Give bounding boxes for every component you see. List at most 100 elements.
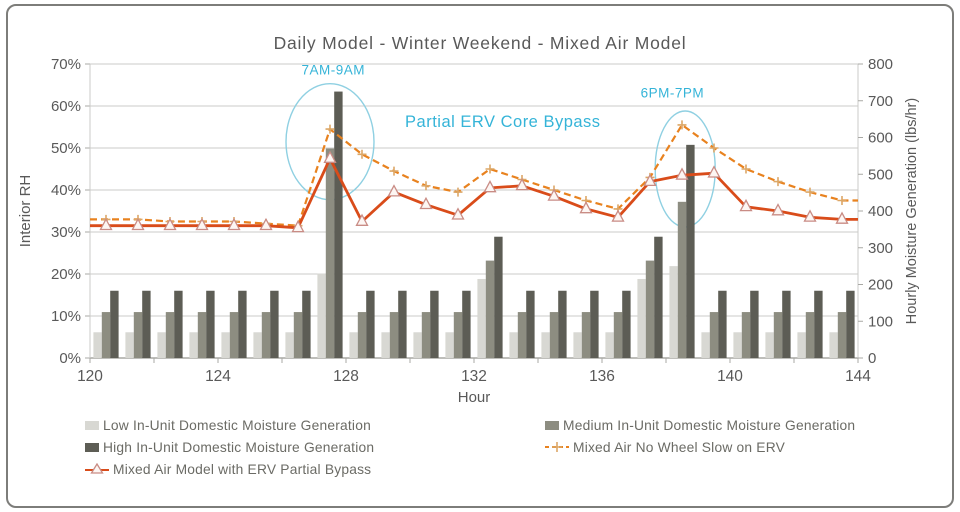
triangle-marker — [195, 217, 209, 231]
plus-marker — [357, 149, 367, 159]
x-axis-tick-label: 132 — [461, 368, 487, 385]
bar-medium-hour-126 — [293, 312, 303, 358]
legend-label-medium: Medium In-Unit Domestic Moisture Generat… — [563, 417, 856, 433]
annotation-text-0: 7AM-9AM — [301, 63, 365, 78]
bar-low-hour-139 — [701, 332, 710, 358]
bar-high-hour-138 — [686, 144, 695, 358]
triangle-marker — [387, 184, 401, 197]
bar-low-hour-133 — [509, 332, 518, 358]
plus-marker — [325, 124, 335, 134]
bar-medium-hour-136 — [613, 312, 623, 358]
combo-chart-plot-area: 0% 10% 20% 30% 40% 50% 60% 70% 0 100 200 300 400 500 6… — [17, 56, 920, 406]
bar-medium-hour-127 — [325, 148, 335, 358]
bar-low-hour-134 — [541, 332, 550, 358]
left-axis-tick-label: 10% — [51, 308, 81, 325]
right-axis-tick-label: 600 — [868, 130, 893, 147]
bar-medium-hour-134 — [549, 312, 559, 358]
bar-low-hour-127 — [317, 273, 326, 358]
triangle-marker — [227, 217, 241, 231]
bar-low-hour-121 — [125, 332, 134, 358]
legend-item-low: Low In-Unit Domestic Moisture Generation — [85, 414, 374, 436]
plus-marker — [773, 177, 783, 187]
bar-low-hour-135 — [573, 332, 582, 358]
legend-label-nowheel: Mixed Air No Wheel Slow on ERV — [573, 439, 786, 455]
bar-high-hour-120 — [110, 290, 119, 358]
triangle-marker — [419, 196, 433, 210]
triangle-marker — [771, 203, 785, 216]
triangle-marker — [803, 209, 817, 222]
medium-bar-swatch-icon — [545, 420, 559, 430]
bar-high-hour-141 — [782, 290, 791, 358]
legend-column-1: Low In-Unit Domestic Moisture Generation… — [85, 414, 374, 480]
triangle-marker — [451, 207, 465, 220]
bar-high-hour-124 — [238, 290, 247, 358]
bar-low-hour-130 — [413, 332, 422, 358]
bar-medium-hour-129 — [389, 312, 399, 358]
bar-medium-hour-121 — [133, 312, 143, 358]
plus-marker — [709, 143, 719, 153]
right-axis-tick-label: 300 — [868, 240, 893, 257]
bar-high-hour-121 — [142, 290, 151, 358]
bar-low-hour-129 — [381, 332, 390, 358]
bar-high-hour-142 — [814, 290, 823, 358]
bar-high-hour-131 — [462, 290, 471, 358]
legend-label-low: Low In-Unit Domestic Moisture Generation — [103, 417, 371, 433]
x-axis-tick-label: 128 — [333, 368, 359, 385]
bar-medium-hour-141 — [773, 312, 783, 358]
plus-marker — [837, 196, 847, 205]
bar-low-hour-137 — [637, 278, 646, 358]
bar-high-hour-139 — [718, 290, 727, 358]
low-bar-swatch-icon — [85, 420, 99, 430]
right-axis-tick-label: 0 — [868, 350, 876, 367]
triangle-marker — [131, 217, 145, 231]
plus-marker — [421, 181, 431, 191]
high-bar-swatch-icon — [85, 442, 99, 452]
bar-low-hour-143 — [829, 332, 838, 358]
triangle-marker — [835, 211, 849, 224]
bar-medium-hour-123 — [197, 312, 207, 358]
right-axis-title: Hourly Moisture Generation (lbs/hr) — [904, 98, 920, 324]
left-axis-tick-label: 60% — [51, 98, 81, 115]
x-axis-tick-label: 120 — [77, 368, 103, 385]
triangle-marker — [739, 198, 753, 212]
bar-medium-hour-138 — [677, 201, 687, 358]
triangle-marker — [515, 177, 529, 191]
legend-item-high: High In-Unit Domestic Moisture Generatio… — [85, 436, 374, 458]
bar-high-hour-129 — [398, 290, 407, 358]
annotation-text-1: 6PM-7PM — [641, 86, 705, 101]
chart-title: Daily Model - Winter Weekend - Mixed Air… — [273, 33, 687, 53]
bar-high-hour-132 — [494, 236, 503, 358]
bar-low-hour-122 — [157, 332, 166, 358]
bar-high-hour-135 — [590, 290, 599, 358]
triangle-marker — [579, 201, 593, 214]
legend-item-medium: Medium In-Unit Domestic Moisture Generat… — [545, 414, 855, 436]
legend-item-nowheel: Mixed Air No Wheel Slow on ERV — [545, 436, 855, 458]
plus-marker — [741, 164, 751, 174]
chart-border-frame — [6, 4, 954, 508]
legend-label-high: High In-Unit Domestic Moisture Generatio… — [103, 439, 375, 455]
line-no-wheel-slow — [90, 123, 858, 227]
bar-medium-hour-130 — [421, 312, 431, 358]
right-axis-tick-label: 100 — [868, 313, 893, 330]
triangle-marker — [643, 173, 657, 187]
legend-label-bypass: Mixed Air Model with ERV Partial Bypass — [113, 461, 372, 477]
bar-medium-hour-143 — [837, 312, 847, 358]
bar-low-hour-128 — [349, 332, 358, 358]
bar-medium-hour-124 — [229, 312, 239, 358]
right-axis-tick-label: 800 — [868, 56, 893, 73]
line-erv-partial-bypass — [90, 157, 858, 230]
bar-low-hour-142 — [797, 332, 806, 358]
triangle-marker — [611, 209, 625, 222]
bar-medium-hour-142 — [805, 312, 815, 358]
bar-high-hour-128 — [366, 290, 375, 358]
triangle-marker — [291, 219, 305, 233]
triangle-marker — [675, 167, 689, 180]
bar-low-hour-131 — [445, 332, 454, 358]
x-axis-tick-label: 136 — [589, 368, 615, 385]
bar-medium-hour-137 — [645, 260, 655, 358]
bar-high-hour-125 — [270, 290, 279, 358]
left-axis-tick-label: 50% — [51, 140, 81, 157]
bar-high-hour-134 — [558, 290, 567, 358]
x-axis-tick-label: 140 — [717, 368, 743, 385]
bar-high-hour-133 — [526, 290, 535, 358]
